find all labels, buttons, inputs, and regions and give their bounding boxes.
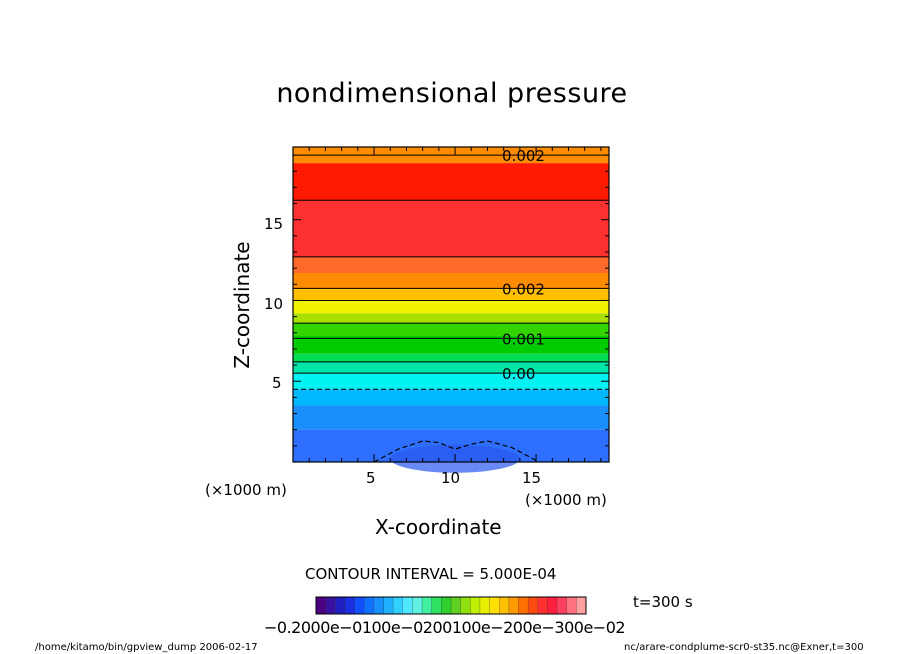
x-tick-15: 15 <box>522 469 542 487</box>
x-tick-5: 5 <box>366 469 376 487</box>
colorbar-cell-14 <box>451 597 461 614</box>
colorbar-cell-8 <box>393 597 403 614</box>
colorbar-cell-4 <box>354 597 365 614</box>
contour-label-3: 0.00 <box>502 365 535 383</box>
colorbar-cell-17 <box>479 597 490 614</box>
colorbar-cell-5 <box>364 597 374 614</box>
color-band-6 <box>293 300 609 314</box>
color-band-8 <box>293 323 609 336</box>
y-tick-5: 5 <box>272 374 282 392</box>
colorbar-cell-22 <box>528 597 538 614</box>
colorbar-cell-21 <box>518 597 529 614</box>
colorbar-cell-20 <box>508 597 519 614</box>
x-axis-label: X-coordinate <box>375 515 502 539</box>
color-band-4 <box>293 273 609 290</box>
footer-left: /home/kitamo/bin/gpview_dump 2006-02-17 <box>35 642 258 653</box>
chart-title: nondimensional pressure <box>276 78 628 109</box>
colorbar-cell-12 <box>431 597 442 614</box>
color-band-14 <box>293 405 609 430</box>
colorbar-cell-2 <box>335 597 345 614</box>
color-band-11 <box>293 361 609 374</box>
colorbar-cell-10 <box>412 597 423 614</box>
colorbar-cell-1 <box>325 597 336 614</box>
colorbar-cell-18 <box>489 597 500 614</box>
x-tick-10: 10 <box>441 469 461 487</box>
colorbar-cell-13 <box>441 597 451 614</box>
contour-interval-text: CONTOUR INTERVAL = 5.000E-04 <box>305 565 557 583</box>
colorbar-cell-3 <box>344 597 355 614</box>
dashed-bump-contour <box>373 440 537 463</box>
contour-label-0: 0.002 <box>502 147 545 165</box>
colorbar-cell-0 <box>316 597 326 614</box>
colorbar-cell-9 <box>402 597 413 614</box>
colorbar-cell-24 <box>547 597 558 614</box>
colorbar-cell-23 <box>537 597 548 614</box>
colorbar-cell-6 <box>373 597 384 614</box>
colorbar-labels: −0.2000e−0100e−0200100e−200e−300e−02 <box>264 618 626 637</box>
contour-label-2: 0.001 <box>502 330 545 348</box>
colorbar-cell-16 <box>470 597 480 614</box>
colorbar-cell-7 <box>383 597 394 614</box>
x-unit-label: (×1000 m) <box>525 491 607 509</box>
color-band-5 <box>293 289 609 301</box>
colorbar-cell-11 <box>422 597 432 614</box>
plot-frame <box>292 146 610 463</box>
color-band-2 <box>293 200 609 257</box>
footer-right: nc/arare-condplume-scr0-st35.nc@Exner,t=… <box>624 642 864 653</box>
colorbar-cell-27 <box>576 597 586 614</box>
color-band-7 <box>293 313 609 324</box>
z-unit-label: (×1000 m) <box>205 481 287 499</box>
color-band-12 <box>293 373 609 390</box>
colorbar-cell-25 <box>557 597 567 614</box>
colorbar-cell-15 <box>460 597 471 614</box>
time-label: t=300 s <box>633 593 693 611</box>
y-tick-15: 15 <box>264 215 284 233</box>
color-band-10 <box>293 353 609 362</box>
color-band-3 <box>293 256 609 273</box>
color-band-1 <box>293 163 609 201</box>
color-band-13 <box>293 389 609 406</box>
colorbar-cell-26 <box>566 597 577 614</box>
color-band-9 <box>293 336 609 354</box>
colorbar-cell-19 <box>499 597 509 614</box>
y-tick-10: 10 <box>264 295 284 313</box>
contour-label-1: 0.002 <box>502 280 545 298</box>
y-axis-label: Z-coordinate <box>230 241 254 369</box>
